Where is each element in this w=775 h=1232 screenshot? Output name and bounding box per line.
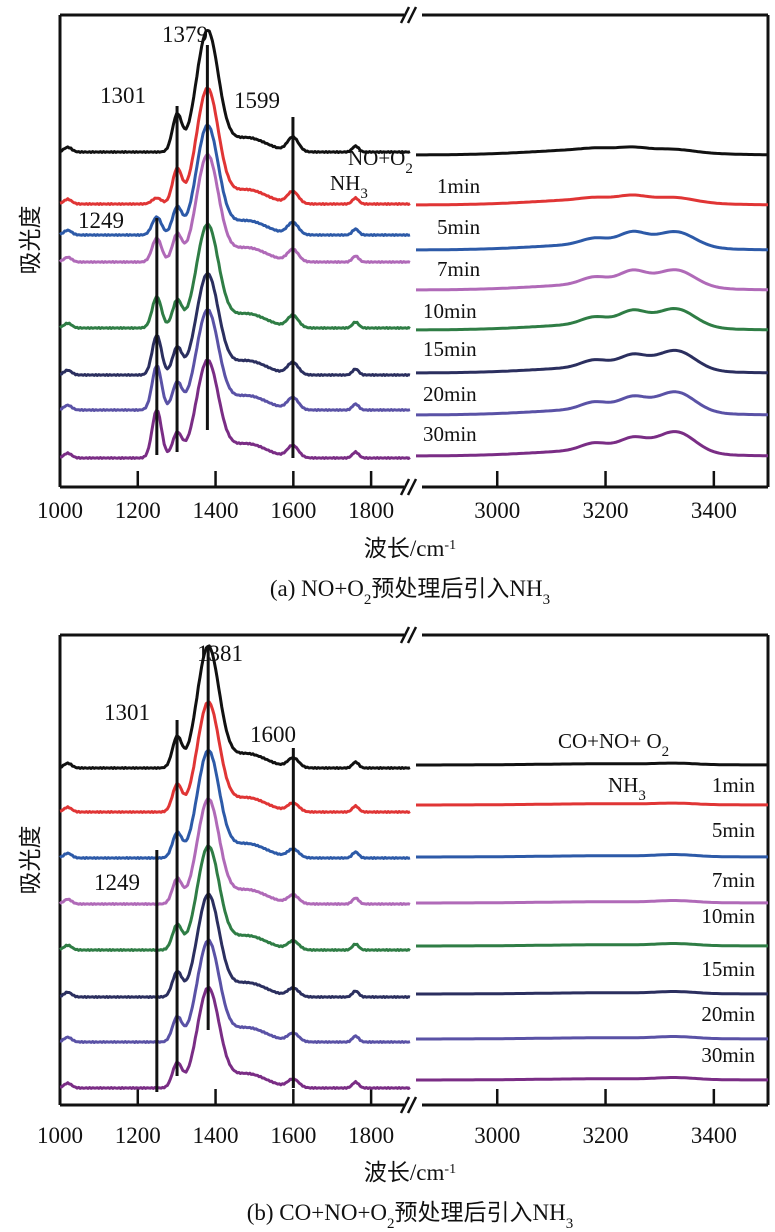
series-line-5min-right xyxy=(416,853,768,859)
axis-break-mark xyxy=(406,626,418,644)
series-line-10min-right xyxy=(416,942,768,948)
series-line-30min-left xyxy=(59,358,411,460)
series-line-1min-left xyxy=(59,700,411,814)
x-tick-label: 1200 xyxy=(115,498,161,523)
x-tick-label: 3200 xyxy=(583,498,629,523)
x-tick-label: 1800 xyxy=(348,498,394,523)
x-tick-label: 1000 xyxy=(37,498,83,523)
x-tick-label: 1000 xyxy=(37,1123,83,1148)
x-tick-label: 1600 xyxy=(270,1123,316,1148)
series-line-30min-right xyxy=(416,430,768,458)
x-tick-label: 1400 xyxy=(193,498,239,523)
annotation-pretreatment: NO+O2 xyxy=(348,146,413,177)
peak-label-1249: 1249 xyxy=(94,870,140,895)
series-line-20min-left xyxy=(59,308,411,412)
series-line-5min-right xyxy=(416,229,768,252)
series-line-1min-left xyxy=(59,87,411,206)
figure-caption: (b) CO+NO+O2预处理后引入NH3 xyxy=(247,1200,574,1232)
series-line-CO+NO+O2-left xyxy=(59,644,411,770)
series-line-1min-right xyxy=(416,801,768,807)
series-line-7min-left xyxy=(58,152,411,264)
series-line-CO+NO+O2-right xyxy=(416,761,768,767)
axis-break-mark xyxy=(399,6,411,24)
series-line-15min-left xyxy=(59,271,411,377)
x-tick-label: 3200 xyxy=(583,1123,629,1148)
axis-break-mark xyxy=(406,478,418,496)
series-line-15min-right xyxy=(416,348,768,375)
chart-panel-a: 1000 1200 1400 1600 1800 3000 3200 3400 波长/cm-1 吸… xyxy=(18,6,770,608)
axis-break-mark xyxy=(406,6,418,24)
peak-label-1249: 1249 xyxy=(78,208,124,233)
series-line-NO+O2-right xyxy=(416,145,768,157)
x-tick-label: 1200 xyxy=(115,1123,161,1148)
series-line-5min-left xyxy=(59,749,411,860)
series-line-10min-left xyxy=(59,844,411,952)
x-axis-title: 波长/cm-1 xyxy=(364,536,456,561)
annotation-nh3: NH3 xyxy=(330,171,368,202)
x-tick-label: 1600 xyxy=(270,498,316,523)
series-label: 20min xyxy=(701,1002,755,1026)
series-label: 30min xyxy=(701,1043,755,1067)
x-tick-label: 3400 xyxy=(691,1123,737,1148)
figure-caption: (a) NO+O2预处理后引入NH3 xyxy=(270,576,550,608)
series-line-15min-right xyxy=(416,990,768,996)
x-axis-title: 波长/cm-1 xyxy=(364,1160,456,1185)
x-tick-label: 3000 xyxy=(474,1123,520,1148)
peak-label-1379: 1379 xyxy=(162,22,208,47)
peak-label-1301: 1301 xyxy=(104,700,150,725)
series-label: 10min xyxy=(423,299,477,323)
series-line-20min-right xyxy=(416,390,768,417)
series-label: 1min xyxy=(437,174,481,198)
series-line-10min-left xyxy=(59,222,411,330)
y-axis-title: 吸光度 xyxy=(18,206,43,275)
series-line-10min-right xyxy=(416,307,768,332)
series-line-5min-left xyxy=(59,123,411,237)
annotation-nh3: NH3 xyxy=(608,773,646,804)
series-label: 10min xyxy=(701,904,755,928)
series-label: 30min xyxy=(423,422,477,446)
x-tick-label: 3000 xyxy=(474,498,520,523)
series-line-30min-right xyxy=(416,1076,768,1082)
peak-label-1301: 1301 xyxy=(100,83,146,108)
series-line-30min-left xyxy=(59,986,411,1090)
series-label: 15min xyxy=(423,337,477,361)
series-line-20min-right xyxy=(416,1035,768,1041)
series-label: 5min xyxy=(712,818,756,842)
series-label: 7min xyxy=(712,868,756,892)
series-label: 1min xyxy=(712,773,756,797)
chart-panel-b: 1000 1200 1400 1600 1800 3000 3200 3400 波长/cm-1 吸… xyxy=(18,626,770,1232)
series-line-1min-right xyxy=(416,193,768,207)
annotation-pretreatment: CO+NO+ O2 xyxy=(558,729,669,760)
series-line-15min-left xyxy=(59,892,411,999)
series-label: 20min xyxy=(423,382,477,406)
axis-break-mark xyxy=(399,626,411,644)
x-tick-label: 1400 xyxy=(193,1123,239,1148)
series-line-7min-right xyxy=(416,899,768,905)
peak-label-1599: 1599 xyxy=(234,88,280,113)
peak-label-1381: 1381 xyxy=(197,641,243,666)
series-line-7min-left xyxy=(58,797,411,906)
axis-break-mark xyxy=(399,478,411,496)
series-label: 5min xyxy=(437,215,481,239)
series-line-NO+O2-left xyxy=(59,29,411,154)
y-axis-title: 吸光度 xyxy=(18,826,43,895)
axis-break-mark xyxy=(399,1096,411,1114)
series-label: 15min xyxy=(701,957,755,981)
series-label: 7min xyxy=(437,257,481,281)
axis-break-mark xyxy=(406,1096,418,1114)
peak-label-1600: 1600 xyxy=(250,722,296,747)
x-tick-label: 3400 xyxy=(691,498,737,523)
x-tick-label: 1800 xyxy=(348,1123,394,1148)
series-line-7min-right xyxy=(416,268,768,292)
series-line-20min-left xyxy=(59,938,411,1044)
